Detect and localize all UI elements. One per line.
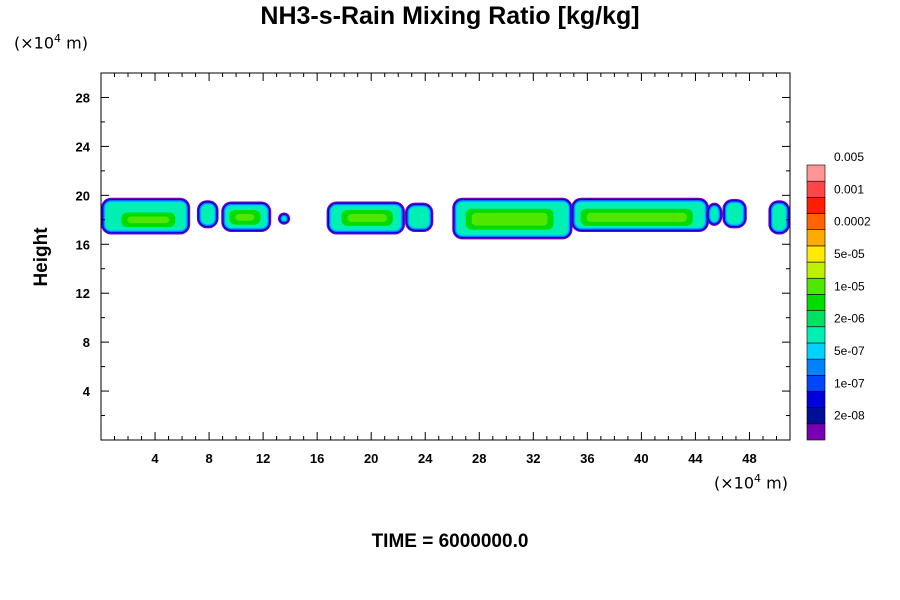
x-tick-label: 28 bbox=[472, 451, 486, 466]
colorbar-swatch bbox=[806, 277, 826, 295]
rain-cell-7 bbox=[452, 197, 573, 240]
colorbar-swatch bbox=[806, 407, 826, 425]
colorbar-swatch bbox=[806, 261, 826, 279]
rain-cell-10 bbox=[722, 199, 747, 229]
x-tick-label: 40 bbox=[634, 451, 648, 466]
x-tick-label: 48 bbox=[742, 451, 756, 466]
y-tick-label: 16 bbox=[76, 237, 90, 252]
x-tick-label: 20 bbox=[364, 451, 378, 466]
x-tick-label: 32 bbox=[526, 451, 540, 466]
rain-cell-11 bbox=[768, 200, 790, 235]
y-tick-label: 4 bbox=[83, 384, 91, 399]
plot-frame bbox=[100, 72, 791, 441]
colorbar-swatch bbox=[806, 358, 826, 376]
colorbar-swatch bbox=[806, 229, 826, 247]
colorbar-label: 1e-05 bbox=[834, 279, 865, 293]
x-tick-label: 24 bbox=[418, 451, 433, 466]
chart-title: NH3-s-Rain Mixing Ratio [kg/kg] bbox=[260, 2, 640, 30]
x-tick-label: 16 bbox=[310, 451, 324, 466]
x-tick-label: 8 bbox=[205, 451, 212, 466]
y-tick-label: 28 bbox=[76, 90, 90, 105]
rain-cell-1 bbox=[101, 197, 191, 235]
rain-cell-5 bbox=[326, 201, 405, 235]
colorbar-label: 5e-05 bbox=[834, 247, 865, 261]
y-axis-unit: (×104 m) bbox=[14, 32, 88, 53]
rain-cell-9 bbox=[706, 202, 723, 226]
y-tick-label: 8 bbox=[83, 335, 90, 350]
rain-cell-8 bbox=[571, 197, 709, 233]
x-tick-label: 44 bbox=[688, 451, 703, 466]
colorbar-swatch bbox=[806, 213, 826, 231]
colorbar-swatch bbox=[806, 294, 826, 311]
colorbar-swatch bbox=[806, 310, 826, 328]
colorbar-swatch bbox=[806, 180, 826, 198]
y-tick-label: 12 bbox=[76, 286, 90, 301]
colorbar-swatch bbox=[806, 423, 826, 441]
rain-cell-6 bbox=[404, 202, 434, 233]
colorbar-label: 0.0002 bbox=[834, 215, 871, 229]
y-tick-label: 24 bbox=[76, 139, 91, 154]
rain-cell-3 bbox=[221, 201, 272, 233]
y-tick-label: 20 bbox=[76, 188, 90, 203]
x-tick-label: 12 bbox=[256, 451, 270, 466]
colorbar-label: 1e-07 bbox=[834, 376, 865, 390]
x-axis-unit: (×104 m) bbox=[714, 472, 788, 493]
colorbar-swatch bbox=[806, 164, 826, 182]
rain-cell-4 bbox=[277, 212, 291, 225]
time-label: TIME = 6000000.0 bbox=[371, 531, 529, 552]
colorbar-label: 5e-07 bbox=[834, 344, 865, 358]
colorbar-label: 2e-06 bbox=[834, 312, 865, 326]
colorbar-label: 0.005 bbox=[834, 150, 864, 164]
colorbar-swatch bbox=[806, 326, 826, 344]
colorbar-label: 2e-08 bbox=[834, 409, 865, 423]
colorbar-swatch bbox=[806, 374, 826, 392]
colorbar-swatch bbox=[806, 197, 826, 214]
rain-field-layer bbox=[101, 197, 790, 240]
rain-cell-2 bbox=[196, 200, 219, 229]
colorbar: 2e-08 1e-07 5e-07 2e-06 1e-05 5e-05 0.0002 0.00… bbox=[806, 150, 871, 441]
colorbar-label: 0.001 bbox=[834, 182, 864, 196]
colorbar-swatch bbox=[806, 245, 826, 263]
colorbar-swatch bbox=[806, 342, 826, 360]
colorbar-swatch bbox=[806, 391, 826, 408]
x-tick-label: 4 bbox=[151, 451, 159, 466]
x-tick-label: 36 bbox=[580, 451, 594, 466]
